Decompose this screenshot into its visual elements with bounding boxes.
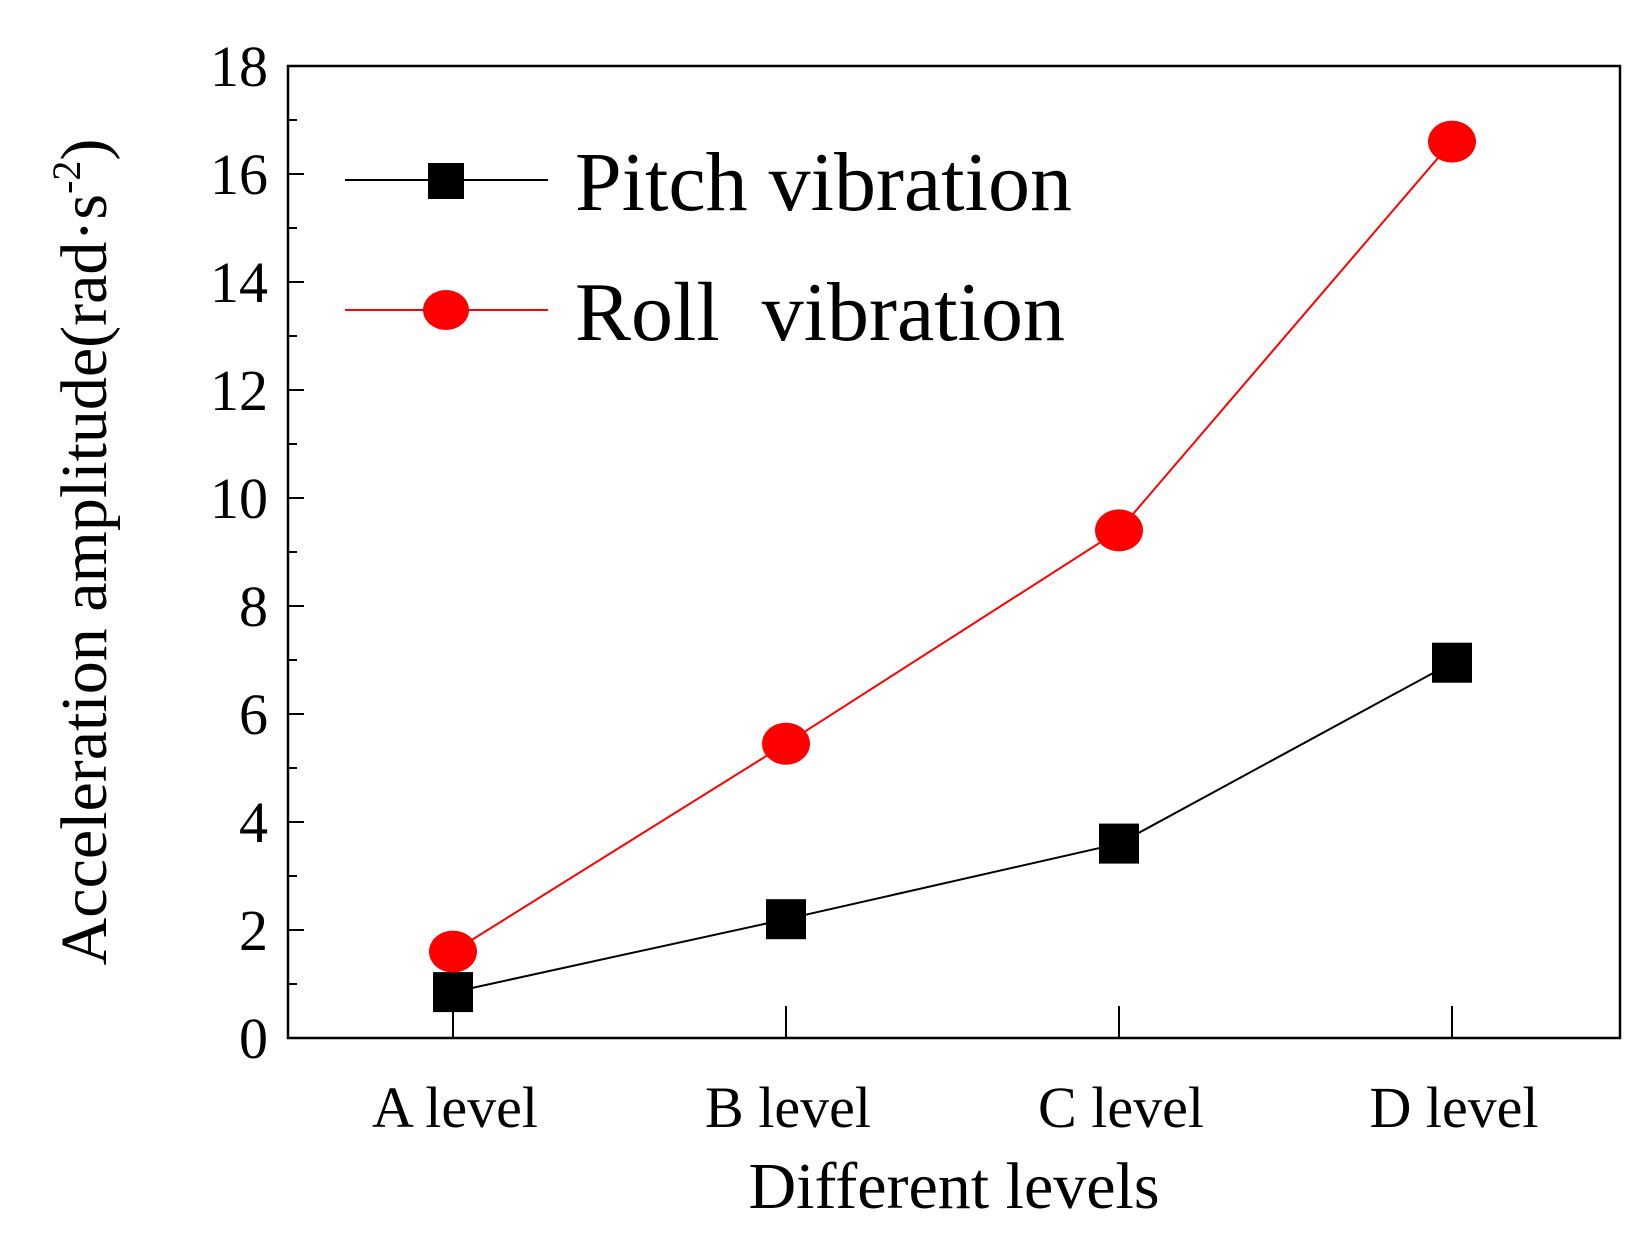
series-layer bbox=[429, 120, 1476, 1013]
y-axis-label-main: Acceleration amplitude(rad·s bbox=[48, 194, 121, 965]
series-line-0 bbox=[452, 661, 1453, 994]
y-tick-label-10: 10 bbox=[210, 466, 268, 531]
roll-point-0 bbox=[429, 930, 477, 973]
x-tick-label-1: B level bbox=[705, 1075, 871, 1140]
legend-text-pitch: Pitch vibration bbox=[575, 136, 1072, 229]
y-tick-label-0: 0 bbox=[239, 1006, 268, 1071]
series-line-1 bbox=[452, 140, 1453, 953]
pitch-point-2 bbox=[1099, 823, 1139, 864]
pitch-point-3 bbox=[1432, 642, 1472, 683]
x-axis-ticks: A level B level C level D level bbox=[372, 1006, 1539, 1140]
y-axis-label-close: ) bbox=[48, 139, 121, 161]
x-tick-label-3: D level bbox=[1369, 1075, 1538, 1140]
roll-point-2 bbox=[1095, 509, 1143, 552]
legend-text-roll: Roll vibration bbox=[575, 266, 1065, 359]
y-tick-label-2: 2 bbox=[239, 898, 268, 963]
legend-marker-roll bbox=[423, 290, 469, 330]
y-tick-label-18: 18 bbox=[210, 34, 268, 99]
y-axis-label: Acceleration amplitude(rad·s-2) bbox=[44, 139, 121, 966]
y-tick-label-14: 14 bbox=[210, 250, 268, 315]
y-tick-label-6: 6 bbox=[239, 682, 268, 747]
x-axis-label: Different levels bbox=[748, 1150, 1159, 1223]
y-tick-label-8: 8 bbox=[239, 574, 268, 639]
roll-point-1 bbox=[762, 722, 810, 765]
legend: Pitch vibration Roll vibration bbox=[345, 136, 1072, 359]
pitch-point-0 bbox=[433, 972, 473, 1013]
y-axis-label-superscript: -2 bbox=[44, 161, 89, 194]
y-tick-label-12: 12 bbox=[210, 358, 268, 423]
x-tick-label-0: A level bbox=[372, 1075, 538, 1140]
x-tick-label-2: C level bbox=[1038, 1075, 1204, 1140]
pitch-point-1 bbox=[766, 899, 806, 940]
legend-marker-pitch bbox=[428, 163, 464, 199]
y-tick-label-4: 4 bbox=[239, 790, 268, 855]
roll-point-3 bbox=[1428, 120, 1476, 163]
y-tick-label-16: 16 bbox=[210, 142, 268, 207]
y-axis-ticks: 0 2 4 6 8 10 12 14 16 18 bbox=[210, 34, 304, 1071]
